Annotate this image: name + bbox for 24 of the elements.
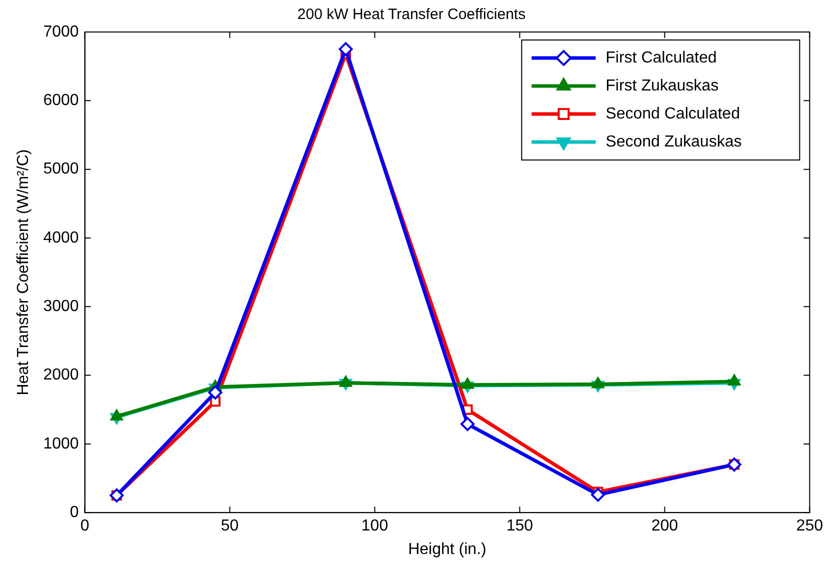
y-tick-label: 4000 — [43, 229, 79, 246]
legend-label: First Zukauskas — [606, 77, 719, 94]
chart-title: 200 kW Heat Transfer Coefficients — [297, 6, 526, 24]
point — [460, 417, 475, 432]
x-tick-label: 250 — [796, 518, 824, 535]
y-tick-label: 2000 — [43, 366, 79, 384]
y-tick-label: 6000 — [43, 92, 79, 110]
point — [208, 385, 222, 400]
y-tick-label: 7000 — [43, 23, 79, 40]
y-tick-label: 3000 — [43, 298, 79, 316]
x-axis-title: Height (in.) — [408, 540, 486, 558]
y-tick-label: 1000 — [43, 435, 79, 452]
x-tick-label: 200 — [651, 518, 678, 535]
legend-label: Second Zukauskas — [606, 133, 742, 150]
x-tick-label: 150 — [506, 518, 534, 535]
x-tick-label: 50 — [220, 518, 239, 535]
legend-label: Second Calculated — [606, 105, 740, 122]
y-axis-title: Heat Transfer Coefficient (W/m²/C) — [15, 149, 32, 396]
x-tick-label: 100 — [361, 518, 388, 535]
point — [338, 42, 353, 56]
y-tick-label: 0 — [70, 504, 79, 522]
legend-label: First Calculated — [606, 49, 717, 66]
point — [590, 488, 605, 502]
y-tick-label: 5000 — [43, 160, 79, 178]
